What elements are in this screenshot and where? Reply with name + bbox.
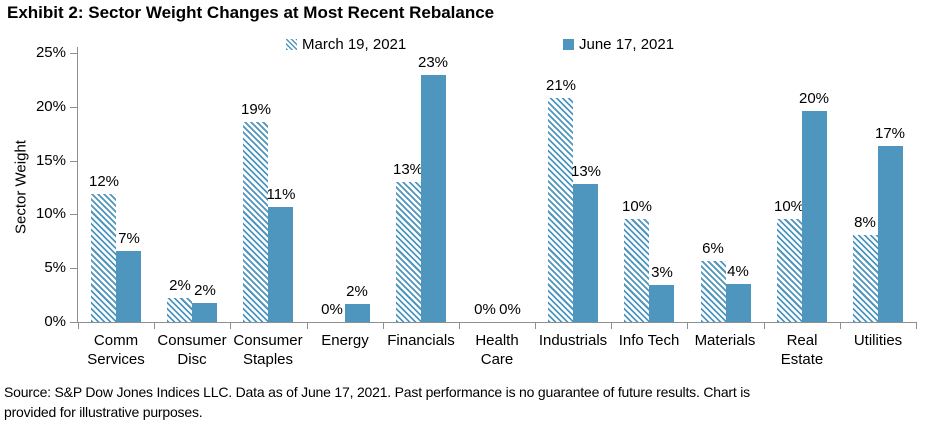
y-tick-label: 15% <box>35 152 66 169</box>
x-category-label: Materials <box>694 332 756 349</box>
x-tick <box>840 322 841 329</box>
bar-march <box>91 194 116 322</box>
x-tick <box>916 322 917 329</box>
legend-item-june: June 17, 2021 <box>563 36 674 53</box>
bar-value-label: 19% <box>240 101 272 118</box>
bar-march <box>396 182 421 322</box>
chart-title: Exhibit 2: Sector Weight Changes at Most… <box>7 3 495 22</box>
y-tick-label: 20% <box>35 98 66 115</box>
y-tick-label: 25% <box>35 44 66 61</box>
legend-label-march: March 19, 2021 <box>302 36 407 53</box>
legend-item-march: March 19, 2021 <box>286 36 406 53</box>
bar-value-label: 2% <box>194 282 216 299</box>
bar-june <box>268 207 293 322</box>
x-category-label: Consumer Staples <box>233 332 303 368</box>
x-category-label: Real Estate <box>780 332 824 368</box>
y-tick <box>70 268 77 269</box>
x-category-label: Info Tech <box>618 332 680 349</box>
bar-value-label: 13% <box>392 161 424 178</box>
bar-june <box>878 146 903 322</box>
bar-june <box>421 75 446 322</box>
legend-label-june: June 17, 2021 <box>579 36 675 53</box>
bar-june <box>345 304 370 322</box>
bar-march <box>624 219 649 322</box>
bar-march <box>167 298 192 322</box>
x-category-label: Financials <box>387 332 455 349</box>
y-axis-line <box>77 47 78 323</box>
bar-value-label: 10% <box>621 198 653 215</box>
bar-march <box>548 98 573 322</box>
x-category-label: Utilities <box>853 332 903 349</box>
bar-value-label: 0% <box>474 301 496 318</box>
bar-value-label: 21% <box>545 77 577 94</box>
y-tick <box>70 107 77 108</box>
x-tick <box>383 322 384 329</box>
bar-march <box>243 122 268 322</box>
hatched-swatch-icon <box>286 39 297 50</box>
bar-value-label: 13% <box>570 163 602 180</box>
bar-value-label: 0% <box>499 301 521 318</box>
y-tick <box>70 322 77 323</box>
bar-june <box>649 285 674 322</box>
bar-value-label: 8% <box>854 214 876 231</box>
bar-march <box>853 235 878 322</box>
bar-value-label: 2% <box>169 277 191 294</box>
x-axis-line <box>77 322 917 323</box>
x-tick <box>154 322 155 329</box>
x-category-label: Health Care <box>475 332 519 368</box>
bar-value-label: 4% <box>727 263 749 280</box>
bar-june <box>116 251 141 322</box>
y-tick <box>70 161 77 162</box>
x-category-label: Consumer Disc <box>157 332 227 368</box>
bar-value-label: 2% <box>346 283 368 300</box>
y-tick-label: 0% <box>44 313 66 330</box>
x-tick <box>611 322 612 329</box>
y-tick-label: 5% <box>44 259 66 276</box>
x-tick <box>459 322 460 329</box>
x-category-label: Energy <box>321 332 369 349</box>
bar-value-label: 3% <box>651 264 673 281</box>
bar-march <box>777 219 802 322</box>
bar-value-label: 12% <box>88 173 120 190</box>
bar-value-label: 23% <box>417 54 449 71</box>
x-tick <box>535 322 536 329</box>
x-category-label: Industrials <box>538 332 608 349</box>
bar-value-label: 0% <box>321 301 343 318</box>
bar-value-label: 10% <box>773 198 805 215</box>
solid-swatch-icon <box>563 39 574 50</box>
bar-june <box>192 303 217 322</box>
bar-value-label: 7% <box>118 230 140 247</box>
bar-value-label: 17% <box>874 125 906 142</box>
x-tick <box>764 322 765 329</box>
bar-june <box>726 284 751 322</box>
bar-value-label: 6% <box>702 240 724 257</box>
y-tick <box>70 53 77 54</box>
source-note: Source: S&P Dow Jones Indices LLC. Data … <box>4 384 750 420</box>
x-tick <box>687 322 688 329</box>
bar-march <box>701 261 726 322</box>
bar-value-label: 20% <box>798 90 830 107</box>
x-category-label: Comm Services <box>87 332 145 368</box>
x-tick <box>230 322 231 329</box>
x-tick <box>78 322 79 329</box>
x-tick <box>307 322 308 329</box>
y-tick <box>70 214 77 215</box>
bar-june <box>802 111 827 322</box>
bar-june <box>573 184 598 322</box>
y-tick-label: 10% <box>35 205 66 222</box>
bar-value-label: 11% <box>266 186 296 203</box>
